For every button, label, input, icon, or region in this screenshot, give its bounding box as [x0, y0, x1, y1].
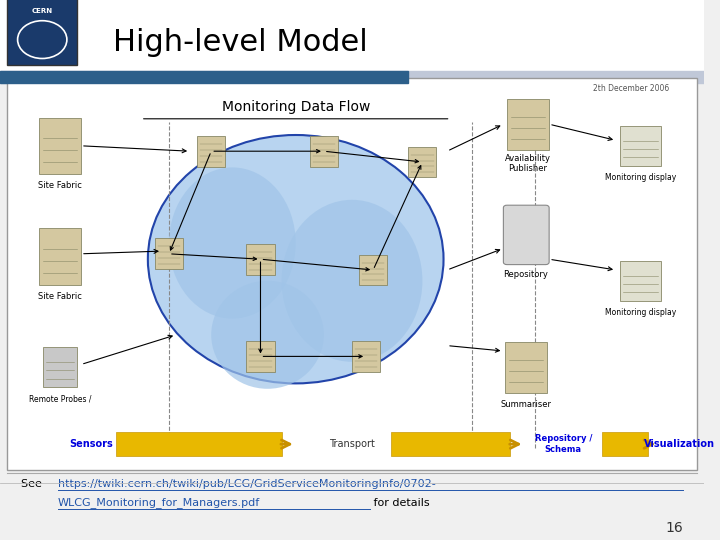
Text: Transport: Transport	[329, 439, 375, 449]
FancyArrowPatch shape	[644, 440, 652, 448]
FancyBboxPatch shape	[352, 341, 380, 372]
Text: High-level Model: High-level Model	[112, 28, 367, 57]
Text: Visualization: Visualization	[644, 439, 715, 449]
Ellipse shape	[169, 167, 296, 319]
Ellipse shape	[282, 200, 423, 362]
FancyBboxPatch shape	[503, 205, 549, 265]
Text: 16: 16	[665, 521, 683, 535]
Text: Site Fabric: Site Fabric	[38, 181, 82, 190]
FancyBboxPatch shape	[359, 255, 387, 285]
FancyBboxPatch shape	[508, 99, 549, 150]
FancyBboxPatch shape	[246, 244, 274, 275]
Text: Sensors: Sensors	[70, 439, 113, 449]
Text: Summariser: Summariser	[500, 400, 552, 409]
Text: Monitoring Data Flow: Monitoring Data Flow	[222, 100, 370, 114]
Text: Site Fabric: Site Fabric	[38, 292, 82, 301]
FancyBboxPatch shape	[310, 136, 338, 166]
FancyBboxPatch shape	[116, 432, 282, 456]
Text: for details: for details	[369, 497, 429, 508]
FancyBboxPatch shape	[620, 261, 662, 301]
Text: Monitoring display: Monitoring display	[605, 173, 676, 182]
FancyBboxPatch shape	[391, 432, 510, 456]
Text: Monitoring display: Monitoring display	[605, 308, 676, 317]
Text: Repository: Repository	[503, 270, 549, 279]
FancyBboxPatch shape	[620, 126, 662, 166]
Text: https://twiki.cern.ch/twiki/pub/LCG/GridServiceMonitoringInfo/0702-: https://twiki.cern.ch/twiki/pub/LCG/Grid…	[58, 478, 436, 489]
Bar	[0, 71, 704, 83]
FancyBboxPatch shape	[505, 342, 546, 393]
Text: Remote Probes /: Remote Probes /	[29, 394, 91, 403]
Text: Repository /
Schema: Repository / Schema	[534, 435, 592, 454]
FancyBboxPatch shape	[42, 347, 77, 387]
Bar	[0, 71, 408, 83]
FancyBboxPatch shape	[246, 341, 274, 372]
FancyBboxPatch shape	[408, 146, 436, 177]
FancyBboxPatch shape	[39, 118, 81, 174]
FancyBboxPatch shape	[39, 228, 81, 285]
Bar	[0, 0, 704, 73]
Ellipse shape	[211, 281, 324, 389]
Text: WLCG_Monitoring_for_Managers.pdf: WLCG_Monitoring_for_Managers.pdf	[58, 497, 260, 508]
FancyBboxPatch shape	[7, 0, 78, 65]
Text: 2th December 2006: 2th December 2006	[593, 84, 669, 93]
Text: See: See	[21, 478, 45, 489]
FancyBboxPatch shape	[197, 136, 225, 166]
FancyBboxPatch shape	[155, 238, 183, 269]
FancyBboxPatch shape	[7, 78, 697, 470]
FancyArrowPatch shape	[281, 440, 290, 448]
Text: Availability
Publisher: Availability Publisher	[505, 154, 551, 173]
Ellipse shape	[148, 135, 444, 383]
FancyArrowPatch shape	[510, 440, 518, 448]
FancyBboxPatch shape	[602, 432, 648, 456]
Text: CERN: CERN	[32, 8, 53, 14]
